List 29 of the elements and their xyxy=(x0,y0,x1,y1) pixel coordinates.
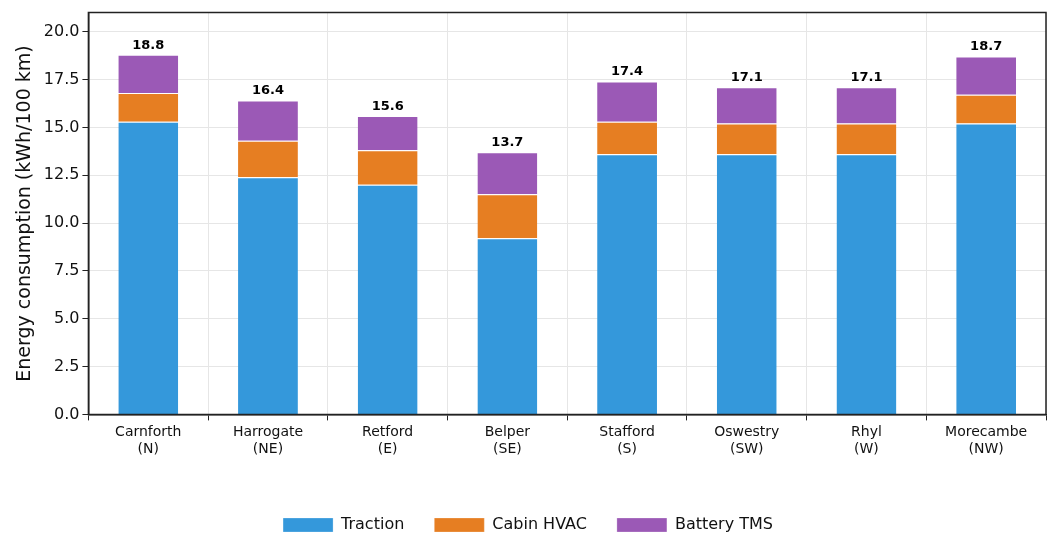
x-tick-label: Harrogate (NE) xyxy=(232,423,304,457)
y-tick-label: 7.5 xyxy=(53,260,80,280)
total-label: 15.6 xyxy=(371,97,404,113)
total-label: 13.7 xyxy=(491,134,524,150)
legend-label: Traction xyxy=(340,514,405,534)
total-label: 18.8 xyxy=(132,36,165,52)
total-label: 16.4 xyxy=(251,82,285,98)
y-tick-label: 5.0 xyxy=(53,307,80,327)
y-tick-label: 20.0 xyxy=(43,20,80,40)
x-tick-label: Oswestry (SW) xyxy=(714,423,780,457)
x-tick-label: Morecambe (NW) xyxy=(945,423,1028,457)
y-axis-title: Energy consumption (kWh/100 km) xyxy=(12,45,35,382)
x-tick-label: Rhyl (W) xyxy=(851,423,882,457)
total-label: 17.1 xyxy=(730,69,763,85)
total-label: 17.1 xyxy=(850,69,883,85)
x-tick-label: Retford (E) xyxy=(362,423,414,457)
y-tick-label: 2.5 xyxy=(53,355,80,375)
legend-label: Battery TMS xyxy=(674,514,773,534)
total-label: 18.7 xyxy=(970,38,1003,54)
y-tick-label: 17.5 xyxy=(43,68,80,88)
y-tick-label: 0.0 xyxy=(53,403,80,423)
total-label: 17.4 xyxy=(611,63,644,79)
x-tick-label: Carnforth (N) xyxy=(115,423,182,457)
legend-label: Cabin HVAC xyxy=(492,514,587,534)
y-tick-label: 10.0 xyxy=(43,212,80,232)
y-tick-label: 12.5 xyxy=(43,164,80,184)
x-tick-label: Belper (SE) xyxy=(484,423,531,457)
y-tick-label: 15.0 xyxy=(43,116,80,136)
x-tick-label: Stafford (S) xyxy=(599,423,655,457)
